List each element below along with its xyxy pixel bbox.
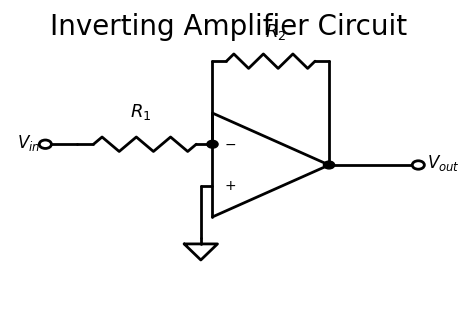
Text: $V_{in}$: $V_{in}$ xyxy=(17,133,40,152)
Text: Inverting Amplifier Circuit: Inverting Amplifier Circuit xyxy=(50,13,407,41)
Text: $-$: $-$ xyxy=(224,137,236,151)
Circle shape xyxy=(412,161,424,169)
Text: $+$: $+$ xyxy=(224,179,236,193)
Text: $R_1$: $R_1$ xyxy=(129,102,151,122)
Text: $V_{out}$: $V_{out}$ xyxy=(427,153,459,173)
Circle shape xyxy=(39,140,51,148)
Circle shape xyxy=(323,161,335,169)
Text: $R_2$: $R_2$ xyxy=(265,22,286,42)
Circle shape xyxy=(207,140,218,148)
